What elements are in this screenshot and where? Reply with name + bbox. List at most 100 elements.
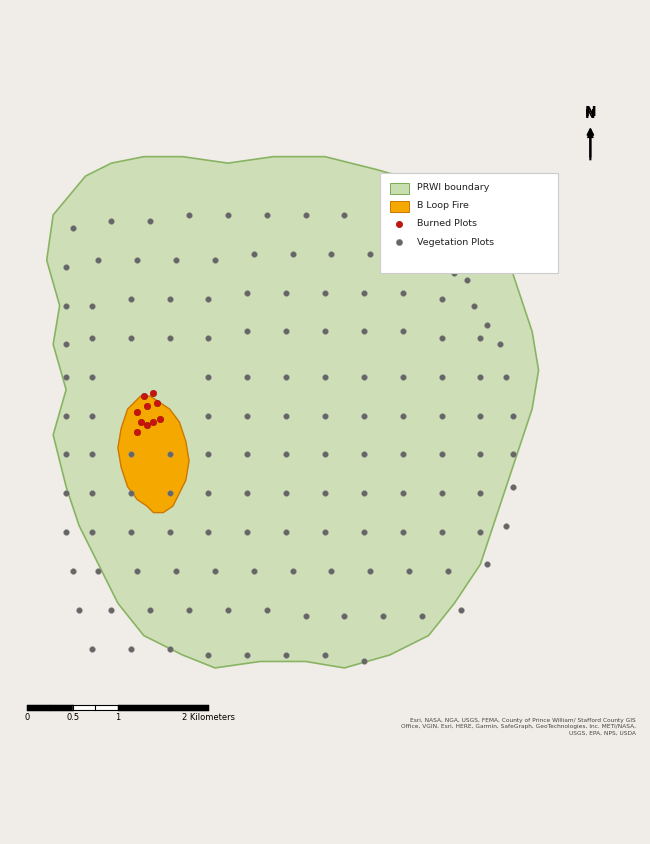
- Point: [164, 641, 175, 655]
- Point: [404, 564, 414, 577]
- Point: [397, 370, 408, 383]
- Point: [164, 525, 175, 538]
- Point: [326, 564, 337, 577]
- Point: [508, 447, 518, 461]
- Point: [508, 408, 518, 422]
- Point: [261, 208, 272, 222]
- Point: [436, 260, 447, 273]
- Point: [495, 338, 505, 351]
- Point: [87, 408, 98, 422]
- Point: [61, 338, 72, 351]
- Point: [184, 603, 194, 616]
- Point: [508, 480, 518, 494]
- Point: [320, 525, 330, 538]
- Point: [87, 525, 98, 538]
- Point: [300, 208, 311, 222]
- Point: [469, 299, 479, 312]
- Point: [326, 247, 337, 261]
- Point: [132, 564, 142, 577]
- Point: [378, 214, 389, 228]
- Point: [320, 286, 330, 300]
- Point: [93, 253, 103, 267]
- Text: B Loop Fire: B Loop Fire: [417, 202, 469, 210]
- Point: [281, 370, 291, 383]
- Point: [138, 389, 149, 403]
- Point: [300, 609, 311, 623]
- Point: [482, 558, 492, 571]
- Text: 0: 0: [25, 713, 30, 722]
- Point: [132, 425, 142, 439]
- Point: [449, 267, 460, 280]
- Point: [148, 386, 159, 399]
- Point: [106, 214, 116, 228]
- Point: [397, 525, 408, 538]
- Point: [261, 603, 272, 616]
- Point: [74, 603, 85, 616]
- Point: [203, 648, 214, 662]
- Point: [417, 221, 427, 235]
- Point: [242, 286, 253, 300]
- Point: [287, 247, 298, 261]
- Point: [365, 564, 376, 577]
- Point: [417, 609, 427, 623]
- Point: [397, 325, 408, 338]
- Point: [359, 370, 369, 383]
- Point: [142, 419, 152, 432]
- Point: [281, 325, 291, 338]
- Point: [87, 486, 98, 500]
- Point: [148, 415, 159, 429]
- Point: [61, 408, 72, 422]
- Point: [61, 299, 72, 312]
- Point: [281, 447, 291, 461]
- Point: [359, 325, 369, 338]
- Point: [475, 370, 486, 383]
- Text: Esri, NASA, NGA, USGS, FEMA, County of Prince William/ Stafford County GIS
Offic: Esri, NASA, NGA, USGS, FEMA, County of P…: [400, 717, 636, 736]
- Point: [320, 447, 330, 461]
- Point: [436, 486, 447, 500]
- Point: [68, 221, 78, 235]
- Point: [203, 486, 214, 500]
- Point: [475, 486, 486, 500]
- Point: [320, 408, 330, 422]
- Point: [87, 331, 98, 344]
- Point: [339, 609, 350, 623]
- Point: [365, 247, 376, 261]
- Point: [164, 331, 175, 344]
- Point: [462, 273, 473, 286]
- Bar: [390, 182, 409, 194]
- Point: [242, 370, 253, 383]
- Point: [436, 525, 447, 538]
- Point: [359, 286, 369, 300]
- Point: [436, 408, 447, 422]
- Point: [436, 331, 447, 344]
- Point: [223, 603, 233, 616]
- Point: [145, 214, 155, 228]
- Point: [223, 208, 233, 222]
- Point: [397, 447, 408, 461]
- Point: [210, 253, 220, 267]
- Point: [359, 486, 369, 500]
- Point: [320, 325, 330, 338]
- Point: [242, 486, 253, 500]
- Point: [142, 399, 152, 413]
- Text: N: N: [584, 106, 596, 119]
- Bar: [390, 201, 409, 213]
- Point: [125, 292, 136, 306]
- Text: Vegetation Plots: Vegetation Plots: [417, 237, 494, 246]
- Point: [320, 486, 330, 500]
- Point: [281, 648, 291, 662]
- Text: Burned Plots: Burned Plots: [417, 219, 477, 229]
- Point: [171, 564, 181, 577]
- Point: [281, 525, 291, 538]
- Point: [203, 447, 214, 461]
- Point: [125, 331, 136, 344]
- Point: [61, 486, 72, 500]
- Point: [281, 408, 291, 422]
- Polygon shape: [47, 157, 539, 668]
- Point: [87, 370, 98, 383]
- Point: [475, 447, 486, 461]
- Point: [242, 325, 253, 338]
- Point: [164, 292, 175, 306]
- Point: [164, 447, 175, 461]
- Point: [242, 648, 253, 662]
